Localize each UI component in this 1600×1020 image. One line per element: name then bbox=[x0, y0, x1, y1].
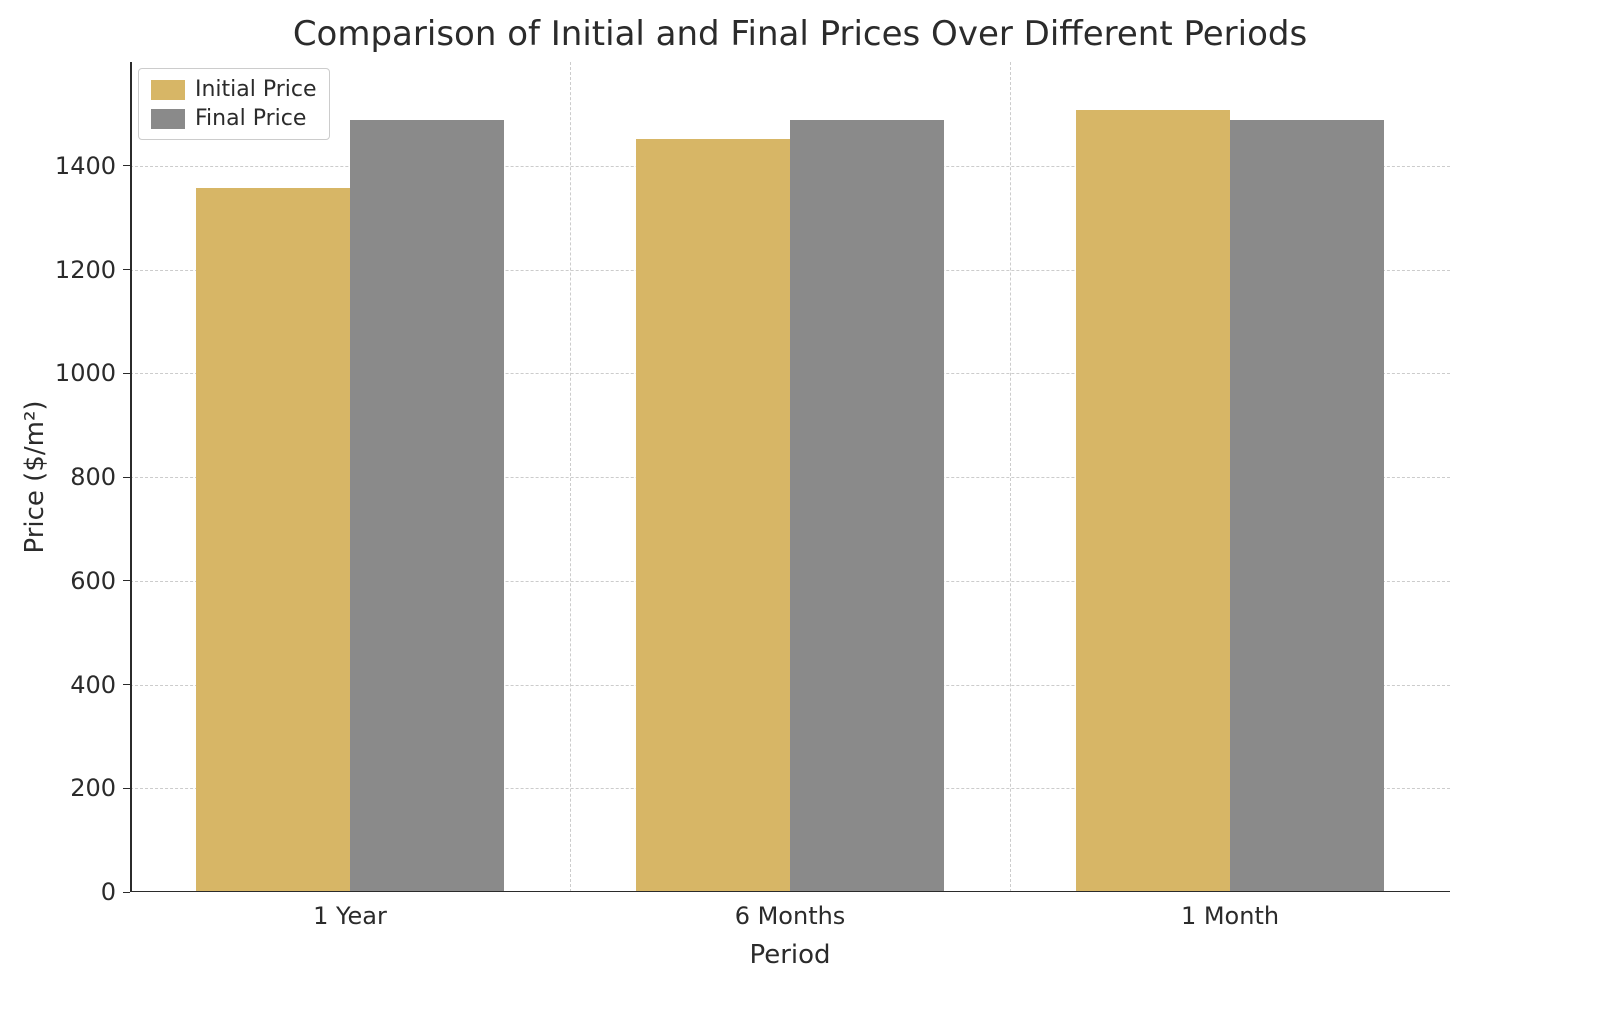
legend-item-final: Final Price bbox=[151, 106, 317, 131]
legend-swatch-initial bbox=[151, 80, 185, 100]
xtick-label: 1 Year bbox=[313, 902, 387, 930]
ytick-mark bbox=[123, 269, 130, 270]
ytick-label: 600 bbox=[70, 567, 116, 595]
chart-title: Comparison of Initial and Final Prices O… bbox=[0, 14, 1600, 54]
gridline-v bbox=[1010, 62, 1011, 892]
bar bbox=[196, 188, 350, 892]
ytick-mark bbox=[123, 373, 130, 374]
legend: Initial Price Final Price bbox=[138, 68, 330, 140]
ytick-label: 200 bbox=[70, 774, 116, 802]
x-axis-label: Period bbox=[749, 940, 830, 970]
ytick-mark bbox=[123, 684, 130, 685]
ytick-label: 0 bbox=[101, 878, 116, 906]
ytick-mark bbox=[123, 477, 130, 478]
gridline-v bbox=[570, 62, 571, 892]
ytick-label: 400 bbox=[70, 671, 116, 699]
chart-stage: Comparison of Initial and Final Prices O… bbox=[0, 0, 1600, 1020]
xtick-label: 6 Months bbox=[735, 902, 846, 930]
axis-spine-bottom bbox=[130, 891, 1450, 893]
ytick-label: 1000 bbox=[55, 359, 116, 387]
legend-label-initial: Initial Price bbox=[195, 77, 317, 102]
y-axis-label: Price ($/m²) bbox=[20, 400, 50, 553]
ytick-label: 1400 bbox=[55, 152, 116, 180]
legend-swatch-final bbox=[151, 109, 185, 129]
legend-label-final: Final Price bbox=[195, 106, 306, 131]
bar bbox=[636, 139, 790, 892]
ytick-label: 800 bbox=[70, 463, 116, 491]
ytick-mark bbox=[123, 892, 130, 893]
ytick-label: 1200 bbox=[55, 256, 116, 284]
plot-area: Initial Price Final Price bbox=[130, 62, 1450, 892]
bar bbox=[1230, 120, 1384, 892]
axis-spine-left bbox=[130, 62, 132, 892]
bar bbox=[350, 120, 504, 892]
legend-item-initial: Initial Price bbox=[151, 77, 317, 102]
ytick-mark bbox=[123, 165, 130, 166]
bar bbox=[1076, 110, 1230, 892]
bar bbox=[790, 120, 944, 892]
ytick-mark bbox=[123, 580, 130, 581]
ytick-mark bbox=[123, 788, 130, 789]
xtick-label: 1 Month bbox=[1181, 902, 1279, 930]
